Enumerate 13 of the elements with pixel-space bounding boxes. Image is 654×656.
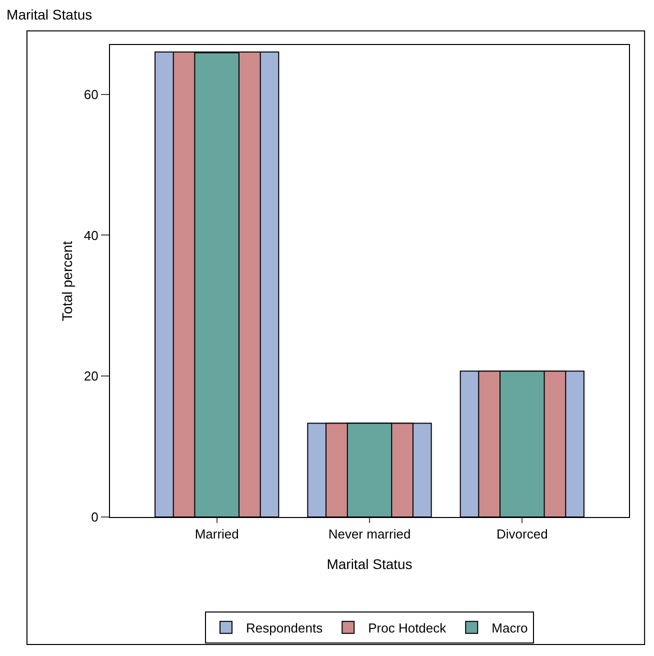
legend-label: Macro	[492, 620, 528, 636]
x-tick-label: Married	[194, 526, 239, 542]
y-axis-title: Total percent	[59, 240, 75, 322]
legend-label: Respondents	[246, 620, 324, 636]
x-tick-label: Never married	[328, 526, 411, 542]
y-tick-label: 0	[91, 510, 98, 525]
legend-label: Proc Hotdeck	[368, 620, 447, 636]
y-tick-label: 20	[84, 368, 98, 384]
y-tick-label: 40	[84, 228, 98, 243]
y-tick-label: 60	[84, 86, 98, 102]
x-axis-title: Marital Status	[326, 556, 412, 572]
x-tick-label: Divorced	[496, 526, 548, 542]
chart-title: Marital Status	[6, 6, 92, 23]
